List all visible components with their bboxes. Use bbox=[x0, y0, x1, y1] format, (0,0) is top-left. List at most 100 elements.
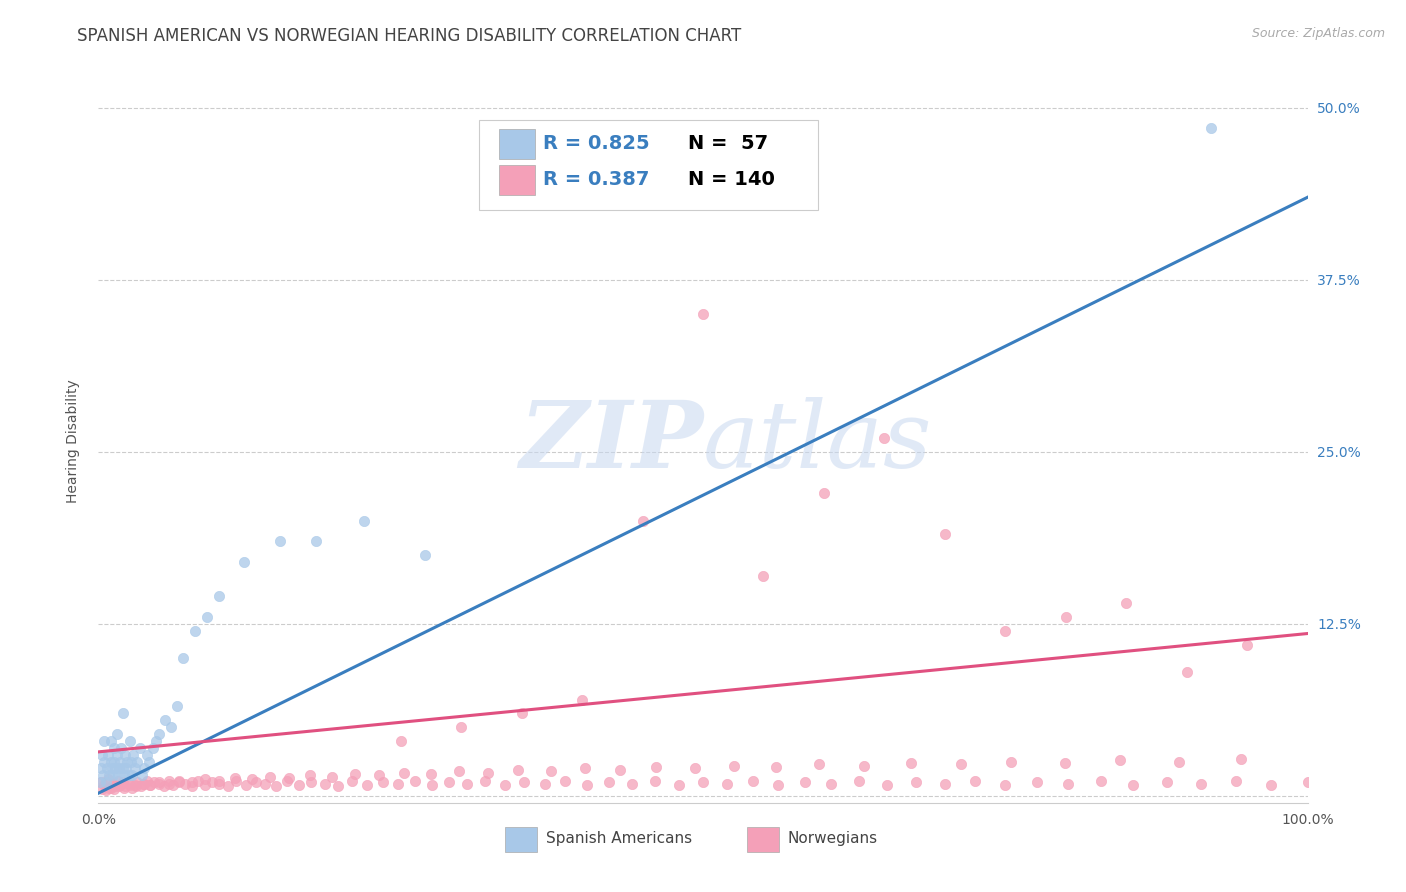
Point bbox=[100, 780, 122, 795]
Point bbox=[111, 761, 134, 775]
Point bbox=[1122, 778, 1144, 792]
Point bbox=[456, 776, 478, 790]
Point bbox=[93, 778, 115, 792]
Point bbox=[105, 727, 128, 741]
Point bbox=[240, 772, 263, 787]
Point bbox=[766, 778, 789, 792]
Point bbox=[180, 779, 202, 793]
Point bbox=[108, 778, 131, 792]
Point bbox=[692, 775, 714, 789]
Point bbox=[118, 778, 141, 792]
Point bbox=[752, 568, 775, 582]
Point bbox=[153, 713, 176, 727]
Point bbox=[201, 775, 224, 789]
Text: N = 140: N = 140 bbox=[689, 170, 775, 189]
Point bbox=[413, 548, 436, 562]
Point bbox=[166, 699, 188, 714]
Point bbox=[575, 778, 598, 792]
Text: Norwegians: Norwegians bbox=[787, 831, 877, 847]
Point bbox=[148, 776, 170, 790]
Point bbox=[450, 720, 472, 734]
Point bbox=[692, 307, 714, 321]
Point bbox=[245, 775, 267, 789]
Point bbox=[180, 775, 202, 789]
Point bbox=[107, 773, 129, 788]
Text: R = 0.387: R = 0.387 bbox=[543, 170, 650, 189]
FancyBboxPatch shape bbox=[499, 165, 534, 195]
Point bbox=[420, 767, 443, 781]
Point bbox=[134, 761, 156, 775]
Point bbox=[1236, 638, 1258, 652]
Point bbox=[437, 775, 460, 789]
Point bbox=[1109, 753, 1132, 767]
Point bbox=[97, 772, 120, 787]
Point bbox=[127, 775, 149, 789]
Point bbox=[131, 768, 153, 782]
Point bbox=[644, 760, 666, 774]
Point bbox=[208, 590, 231, 604]
Point bbox=[111, 775, 134, 789]
Point bbox=[90, 775, 112, 789]
Point bbox=[103, 755, 125, 769]
Point bbox=[169, 775, 191, 789]
Point bbox=[820, 776, 842, 790]
Point bbox=[132, 776, 155, 790]
Point bbox=[259, 770, 281, 784]
Point bbox=[112, 780, 135, 795]
Point bbox=[100, 734, 122, 748]
Point bbox=[139, 778, 162, 792]
Point bbox=[148, 775, 170, 789]
Point bbox=[157, 776, 180, 790]
Point bbox=[94, 775, 117, 789]
Point bbox=[118, 768, 141, 782]
Point bbox=[1000, 755, 1022, 769]
Point bbox=[813, 486, 835, 500]
Point bbox=[114, 779, 136, 793]
Point bbox=[900, 756, 922, 770]
Text: N =  57: N = 57 bbox=[689, 135, 769, 153]
Point bbox=[571, 692, 593, 706]
Point bbox=[110, 740, 132, 755]
Point bbox=[93, 734, 115, 748]
Point bbox=[510, 706, 533, 721]
Point bbox=[98, 768, 121, 782]
Point bbox=[343, 767, 366, 781]
Point bbox=[148, 727, 170, 741]
Point bbox=[276, 773, 298, 788]
Point bbox=[278, 771, 301, 785]
Point bbox=[169, 773, 191, 788]
Point bbox=[1260, 778, 1282, 792]
Point bbox=[184, 624, 207, 638]
Point bbox=[1054, 610, 1077, 624]
Y-axis label: Hearing Disability: Hearing Disability bbox=[66, 380, 80, 503]
Point bbox=[101, 776, 124, 790]
Point bbox=[494, 778, 516, 792]
FancyBboxPatch shape bbox=[505, 828, 537, 852]
Point bbox=[195, 610, 218, 624]
Point bbox=[533, 776, 555, 790]
Point bbox=[876, 778, 898, 792]
Text: atlas: atlas bbox=[703, 397, 932, 486]
Point bbox=[1156, 775, 1178, 789]
Point bbox=[162, 778, 184, 792]
Point bbox=[96, 761, 118, 775]
Point bbox=[134, 776, 156, 790]
Point bbox=[105, 747, 128, 762]
Point bbox=[174, 776, 197, 790]
Point bbox=[114, 747, 136, 762]
FancyBboxPatch shape bbox=[499, 128, 534, 159]
Point bbox=[138, 755, 160, 769]
Point bbox=[1168, 755, 1191, 769]
Point bbox=[1296, 775, 1319, 789]
Point bbox=[124, 761, 146, 775]
Text: Spanish Americans: Spanish Americans bbox=[546, 831, 692, 847]
Point bbox=[326, 779, 349, 793]
Point bbox=[474, 773, 496, 788]
Point bbox=[299, 768, 322, 782]
Point bbox=[1230, 752, 1253, 766]
Point bbox=[394, 765, 416, 780]
Point bbox=[620, 776, 643, 790]
Point bbox=[120, 755, 142, 769]
FancyBboxPatch shape bbox=[479, 120, 818, 211]
Point bbox=[115, 761, 138, 775]
